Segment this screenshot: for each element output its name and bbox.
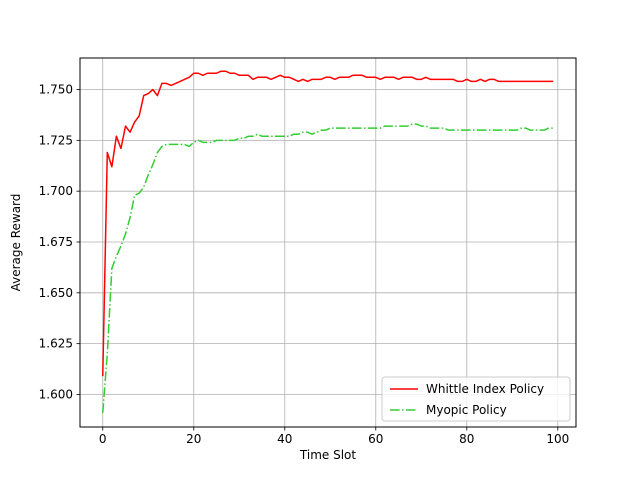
y-tick-label: 1.650	[39, 286, 73, 300]
series-lines	[102, 70, 554, 413]
grid-lines	[80, 58, 576, 427]
legend-label-myopic: Myopic Policy	[426, 403, 507, 417]
y-tick-label: 1.625	[39, 337, 73, 351]
axes-frame	[79, 57, 577, 428]
x-tick-label: 60	[368, 432, 383, 446]
x-tick-label: 40	[277, 432, 292, 446]
y-tick-label: 1.750	[39, 83, 73, 97]
axis-ticks: 0 20 40 60 80 100 1.600 1.625 1.650 1.675 1.700 1.7…	[39, 83, 570, 446]
legend: Whittle Index Policy Myopic Policy	[381, 376, 571, 422]
y-tick-label: 1.600	[39, 387, 73, 401]
x-tick-label: 20	[186, 432, 201, 446]
x-axis-label: Time Slot	[299, 448, 356, 462]
legend-label-whittle: Whittle Index Policy	[426, 382, 544, 396]
x-tick-label: 0	[99, 432, 107, 446]
x-tick-label: 100	[546, 432, 569, 446]
series-line-1	[102, 123, 554, 413]
x-tick-label: 80	[459, 432, 474, 446]
y-tick-label: 1.725	[39, 133, 73, 147]
y-axis-label: Average Reward	[9, 194, 23, 292]
legend-box	[381, 376, 571, 422]
series-line-0	[102, 70, 554, 377]
y-tick-label: 1.700	[39, 184, 73, 198]
y-tick-label: 1.675	[39, 235, 73, 249]
